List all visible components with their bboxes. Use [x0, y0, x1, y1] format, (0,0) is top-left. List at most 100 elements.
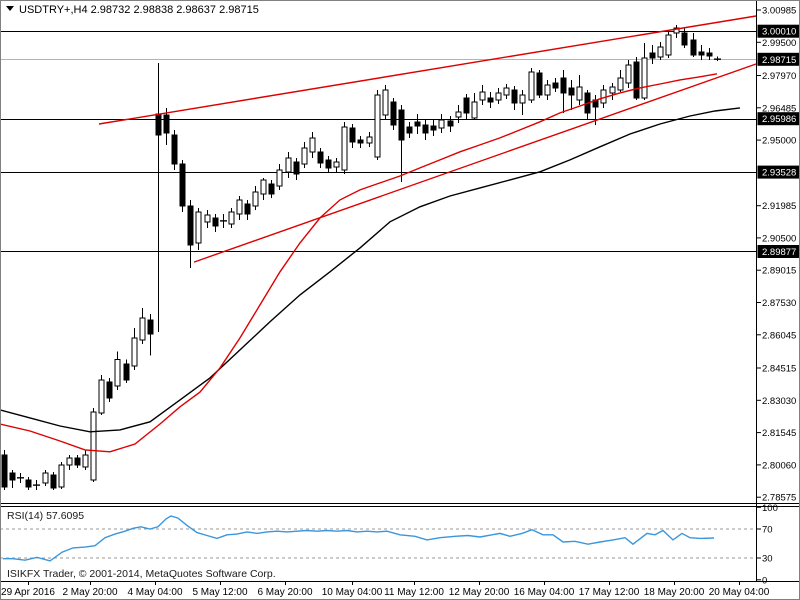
candle-body — [374, 94, 381, 158]
candle-body — [471, 101, 478, 119]
candle-body — [66, 457, 73, 466]
chart-title: USDTRY+,H4 2.98732 2.98838 2.98637 2.987… — [19, 4, 259, 16]
price-axis-label: 2.80060 — [762, 460, 796, 471]
candle-body — [438, 119, 445, 129]
candle-body — [139, 317, 146, 341]
time-axis-label: 18 May 20:00 — [644, 587, 705, 598]
candle-body — [698, 51, 705, 56]
ma-slow-black — [0, 107, 741, 433]
candle-body — [463, 97, 470, 114]
price-axis-label-highlighted: 2.98715 — [762, 55, 796, 66]
candle-body — [552, 82, 559, 89]
price-axis-label: 2.78575 — [762, 493, 796, 504]
price-axis-label: 2.84515 — [762, 364, 796, 375]
rsi-indicator-label: RSI(14) 57.6095 — [7, 510, 84, 522]
candle-body — [447, 120, 454, 127]
time-axis-label: 6 May 20:00 — [257, 587, 312, 598]
price-axis[interactable]: 3.00985 2.99500 2.97970 2.96485 2.95000 2.919… — [756, 0, 800, 586]
candle-body — [1, 454, 8, 488]
candle-body — [82, 454, 89, 468]
candle-body — [301, 147, 308, 165]
candle-body — [228, 211, 235, 225]
price-axis-label: 2.99500 — [762, 38, 796, 49]
candle-body — [195, 211, 202, 244]
price-axis-label: 2.87530 — [762, 298, 796, 309]
candle-body — [106, 381, 113, 399]
candle-body — [171, 134, 178, 165]
lower-channel-line — [193, 63, 757, 263]
candle-body — [479, 91, 486, 101]
candle-body — [187, 205, 194, 246]
rsi-panel[interactable] — [0, 515, 756, 562]
candle-body — [649, 52, 656, 59]
candle-body — [236, 199, 243, 215]
candle-body — [123, 363, 130, 381]
candle-body — [681, 32, 688, 46]
price-label-highlight — [757, 52, 800, 66]
candle-body — [50, 474, 57, 489]
candle-body — [576, 86, 583, 101]
copyright-text: ISIKFX Trader, © 2001-2014, MetaQuotes S… — [7, 568, 276, 580]
candle-body — [25, 479, 32, 488]
time-axis-label: 11 May 12:00 — [384, 587, 444, 598]
candle-doji-dash — [220, 220, 227, 222]
candle-doji-dash — [33, 484, 40, 486]
candle-body — [609, 86, 616, 94]
candle-body — [414, 121, 421, 127]
candle-body — [390, 101, 397, 126]
symbol-dropdown-arrow-icon[interactable] — [6, 6, 14, 11]
candle-body — [560, 77, 567, 94]
price-axis-label: 2.86045 — [762, 330, 796, 341]
price-levels-layer — [0, 31, 756, 252]
time-axis-label: 5 May 12:00 — [192, 587, 247, 598]
price-axis-label: 2.83030 — [762, 396, 796, 407]
price-label-highlight — [757, 24, 800, 38]
candle-body — [430, 125, 437, 131]
candle-body — [641, 57, 648, 99]
candle-body — [42, 472, 49, 484]
candle-body — [204, 214, 211, 223]
candle-body — [212, 217, 219, 227]
candle-body — [293, 161, 300, 175]
price-axis-label-highlighted: 3.00010 — [762, 27, 796, 38]
upper-channel-line — [98, 15, 757, 125]
candle-body — [268, 183, 275, 195]
price-label-highlight — [757, 112, 800, 126]
price-axis-label-highlighted: 2.95986 — [762, 114, 796, 125]
time-axis-label: 20 May 04:00 — [709, 587, 770, 598]
candle-body — [617, 77, 624, 91]
candle-body — [357, 139, 364, 144]
candle-body — [114, 359, 121, 387]
rsi-line — [3, 515, 715, 562]
candle-body — [633, 61, 640, 99]
price-axis-label: 2.91985 — [762, 201, 796, 212]
rsi-axis-label: 30 — [762, 554, 773, 565]
candle-body — [544, 84, 551, 96]
price-axis-label-highlighted: 2.89877 — [762, 247, 796, 258]
time-axis-label: 29 Apr 2016 — [1, 587, 55, 598]
candle-body — [665, 34, 672, 56]
price-label-highlight — [757, 165, 800, 179]
indicator-lines-layer — [0, 15, 757, 453]
candle-body — [147, 319, 154, 335]
candle-body — [252, 191, 259, 207]
price-axis-label: 3.00985 — [762, 6, 796, 17]
candle-body — [260, 179, 267, 195]
time-axis[interactable]: 29 Apr 2016 2 May 20:00 4 May 04:00 5 May 1… — [0, 581, 800, 598]
candle-body — [503, 87, 510, 96]
time-axis-label: 10 May 04:00 — [322, 587, 383, 598]
candle-body — [131, 337, 138, 367]
window-separator[interactable] — [0, 503, 800, 507]
candle-body — [568, 87, 575, 96]
rsi-axis-label: 0 — [762, 575, 767, 586]
price-axis-label: 2.81545 — [762, 428, 796, 439]
rsi-axis-label: 70 — [762, 525, 773, 536]
candle-body — [690, 39, 697, 56]
candle-body — [317, 151, 324, 164]
candle-body — [487, 97, 494, 103]
candle-body — [366, 136, 373, 144]
candle-doji-dash — [17, 477, 24, 479]
candle-body — [74, 457, 81, 466]
